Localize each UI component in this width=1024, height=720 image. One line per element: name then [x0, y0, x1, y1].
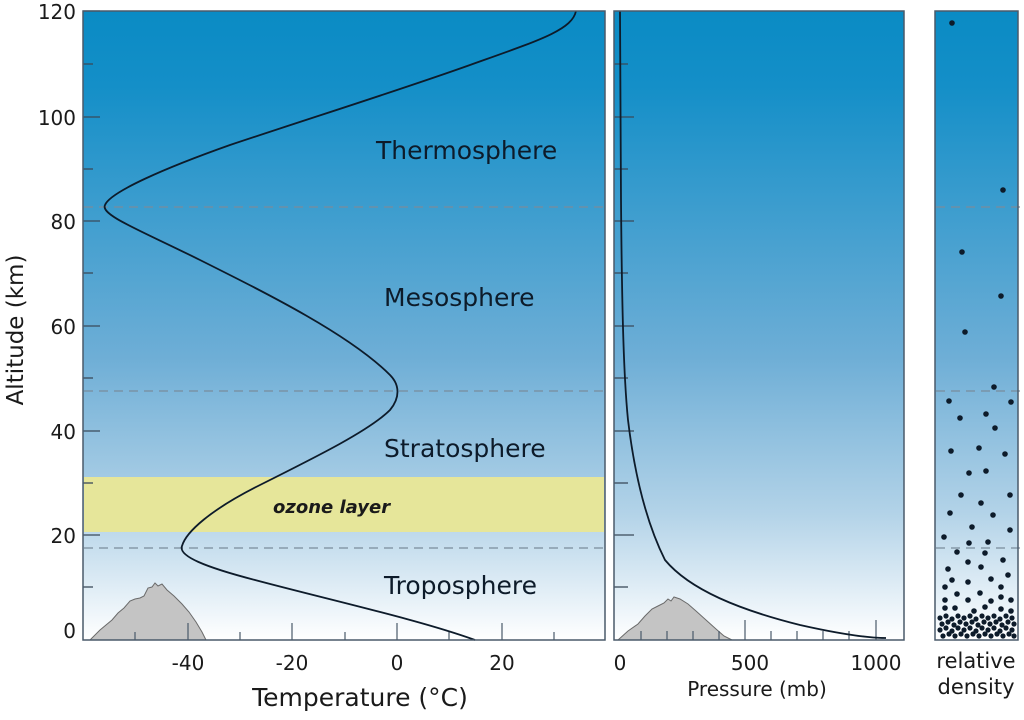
density-plot-frame	[934, 10, 1019, 641]
density-dots	[937, 20, 1017, 639]
temperature-plot-frame	[82, 10, 606, 641]
density-title-line2: density	[938, 675, 1015, 699]
pressure-ticks	[640, 620, 877, 640]
temperature-axis-labels: -40 -20 0 20	[172, 651, 515, 675]
y-tick-0: 0	[63, 619, 76, 643]
temperature-ticks	[134, 623, 555, 640]
temperature-curve	[103, 10, 577, 641]
y-tick-80: 80	[51, 210, 76, 234]
pressure-plot-frame	[613, 10, 905, 641]
altitude-axis-labels: 120 100 80 60 40 20 0	[38, 0, 76, 643]
y-tick-40: 40	[51, 420, 76, 444]
pressure-curve	[619, 10, 887, 639]
temperature-plot-background	[83, 11, 605, 640]
temp-tick-0: 0	[391, 651, 404, 675]
temp-tick-neg20: -20	[276, 651, 309, 675]
pressure-axis-title: Pressure (mb)	[687, 677, 827, 701]
ozone-layer-band	[84, 477, 604, 532]
y-tick-100: 100	[38, 106, 76, 130]
pressure-tick-1000: 1000	[851, 651, 902, 675]
mountain-icon	[616, 596, 733, 641]
density-title-line1: relative	[936, 649, 1015, 673]
y-tick-60: 60	[51, 315, 76, 339]
ozone-layer-label: ozone layer	[273, 497, 391, 518]
troposphere-label: Troposphere	[383, 571, 537, 600]
altitude-ticks	[83, 10, 100, 588]
y-tick-20: 20	[51, 524, 76, 548]
stratosphere-label: Stratosphere	[384, 434, 546, 463]
temp-tick-20: 20	[489, 651, 514, 675]
altitude-axis-title: Altitude (km)	[3, 255, 29, 406]
pressure-axis-labels: 0 500 1000	[614, 651, 902, 675]
pressure-tick-500: 500	[731, 651, 769, 675]
pressure-tick-0: 0	[614, 651, 627, 675]
temp-tick-neg40: -40	[172, 651, 205, 675]
density-plot-background	[935, 11, 1018, 640]
density-panel	[934, 10, 1023, 641]
temperature-axis-title: Temperature (°C)	[251, 683, 468, 712]
mesosphere-label: Mesosphere	[384, 283, 535, 312]
thermosphere-label: Thermosphere	[375, 136, 557, 165]
pressure-plot-background	[614, 11, 904, 640]
pressure-panel	[613, 10, 905, 641]
temperature-panel: Thermosphere Mesosphere Stratosphere Tro…	[82, 10, 606, 641]
mountain-icon	[88, 582, 207, 641]
y-tick-120: 120	[38, 0, 76, 24]
